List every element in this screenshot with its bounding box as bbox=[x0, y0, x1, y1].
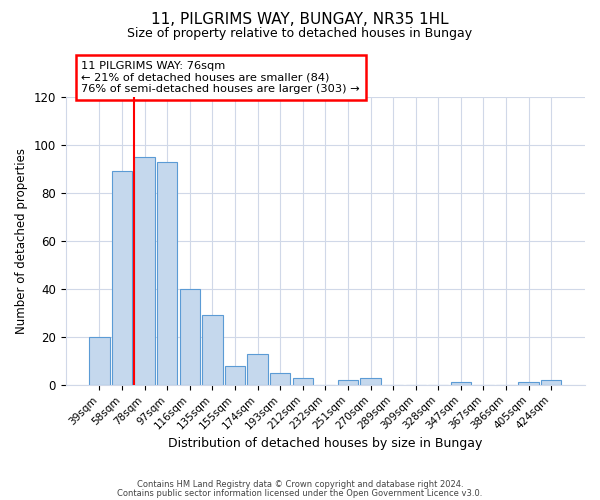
Bar bbox=[451, 382, 471, 385]
Bar bbox=[361, 378, 380, 385]
Bar bbox=[202, 316, 223, 385]
Text: 11, PILGRIMS WAY, BUNGAY, NR35 1HL: 11, PILGRIMS WAY, BUNGAY, NR35 1HL bbox=[151, 12, 449, 28]
Bar bbox=[89, 337, 110, 385]
Bar bbox=[247, 354, 268, 385]
Bar bbox=[225, 366, 245, 385]
Y-axis label: Number of detached properties: Number of detached properties bbox=[15, 148, 28, 334]
Bar bbox=[112, 172, 132, 385]
Bar bbox=[157, 162, 178, 385]
Bar bbox=[134, 157, 155, 385]
Text: Contains HM Land Registry data © Crown copyright and database right 2024.: Contains HM Land Registry data © Crown c… bbox=[137, 480, 463, 489]
Text: 11 PILGRIMS WAY: 76sqm
← 21% of detached houses are smaller (84)
76% of semi-det: 11 PILGRIMS WAY: 76sqm ← 21% of detached… bbox=[81, 61, 360, 94]
Bar bbox=[518, 382, 539, 385]
Text: Size of property relative to detached houses in Bungay: Size of property relative to detached ho… bbox=[127, 28, 473, 40]
Bar bbox=[270, 373, 290, 385]
Bar bbox=[179, 289, 200, 385]
X-axis label: Distribution of detached houses by size in Bungay: Distribution of detached houses by size … bbox=[168, 437, 482, 450]
Text: Contains public sector information licensed under the Open Government Licence v3: Contains public sector information licen… bbox=[118, 488, 482, 498]
Bar bbox=[293, 378, 313, 385]
Bar bbox=[541, 380, 562, 385]
Bar bbox=[338, 380, 358, 385]
